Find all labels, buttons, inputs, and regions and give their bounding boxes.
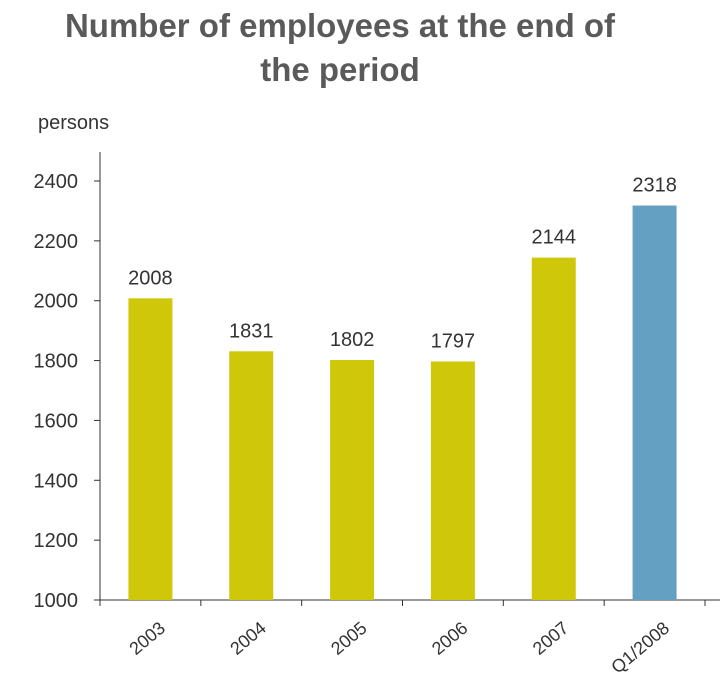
data-label-2007: 2144 [532, 227, 577, 249]
x-tick-label-2006: 2006 [428, 618, 472, 659]
chart-title: Number of employees at the end of the pe… [64, 7, 616, 88]
y-tick-label: 1200 [34, 530, 79, 552]
bar-2005 [330, 359, 375, 600]
x-tick-label-2007: 2007 [529, 618, 573, 659]
bar-2007 [531, 257, 576, 600]
y-tick-label: 1600 [34, 410, 79, 432]
x-tick-label-Q1/2008: Q1/2008 [607, 618, 673, 678]
bar-2003 [128, 298, 173, 600]
data-label-2006: 1797 [431, 330, 476, 352]
bar-2006 [430, 361, 475, 600]
y-tick-label: 1400 [34, 470, 79, 492]
x-tick-label-2005: 2005 [327, 618, 371, 659]
y-tick-label: 2200 [34, 231, 79, 253]
data-label-Q1/2008: 2318 [632, 175, 677, 197]
bar-2004 [229, 351, 274, 600]
y-tick-label: 2400 [34, 171, 79, 193]
x-tick-label-2003: 2003 [125, 618, 169, 659]
bar-Q1/2008 [632, 205, 677, 600]
y-axis-unit-label: persons [38, 112, 110, 134]
y-tick-label: 1800 [34, 351, 79, 373]
x-tick-label-2004: 2004 [226, 618, 270, 659]
data-label-2003: 2008 [128, 267, 173, 289]
y-tick-label: 2000 [34, 291, 79, 313]
data-label-2005: 1802 [330, 329, 375, 351]
y-tick-label: 1000 [34, 590, 79, 612]
data-label-2004: 1831 [229, 320, 274, 342]
